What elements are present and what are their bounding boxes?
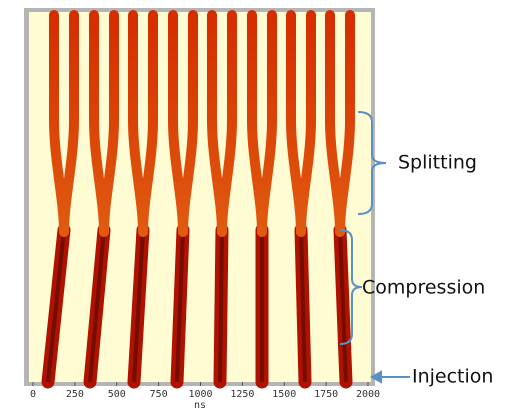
streak-core — [175, 229, 185, 383]
streaks — [41, 10, 355, 389]
streak-upper — [59, 10, 79, 237]
x-tick-label: 1750 — [314, 389, 338, 400]
compression-bracket — [339, 229, 363, 345]
streak-upper — [296, 10, 316, 237]
injection-arrowhead — [369, 370, 382, 384]
annotation: Injection — [412, 366, 493, 388]
streak-core — [338, 229, 348, 383]
splitting-bracket — [357, 111, 387, 215]
x-tick-label: 750 — [150, 389, 168, 400]
annotation: Splitting — [398, 152, 477, 174]
x-tick-label: 2000 — [356, 389, 380, 400]
x-tick-label: 1000 — [188, 389, 212, 400]
streak-core — [88, 229, 106, 383]
annotation: Compression — [362, 277, 485, 299]
streak-upper — [99, 10, 119, 237]
x-tick-label: 1250 — [230, 389, 254, 400]
streak-upper — [217, 10, 237, 237]
x-tick-label: 0 — [30, 389, 36, 400]
streak-upper — [257, 10, 277, 237]
x-tick-label: 500 — [108, 389, 126, 400]
streak-core — [132, 229, 145, 383]
x-axis-label: ns — [194, 400, 206, 411]
streak-upper — [335, 10, 355, 237]
x-axis: 0 250 500 750 1000 1250 1500 1750 2000 — [30, 382, 380, 400]
x-tick-label: 1500 — [272, 389, 296, 400]
streak-core — [299, 229, 307, 383]
x-tick-label: 250 — [66, 389, 84, 400]
streak-core — [218, 229, 224, 383]
plot-area — [29, 12, 371, 382]
annotation-brackets — [339, 111, 410, 384]
streak-upper — [138, 10, 158, 237]
streak-core — [46, 229, 66, 383]
streak-upper — [178, 10, 198, 237]
